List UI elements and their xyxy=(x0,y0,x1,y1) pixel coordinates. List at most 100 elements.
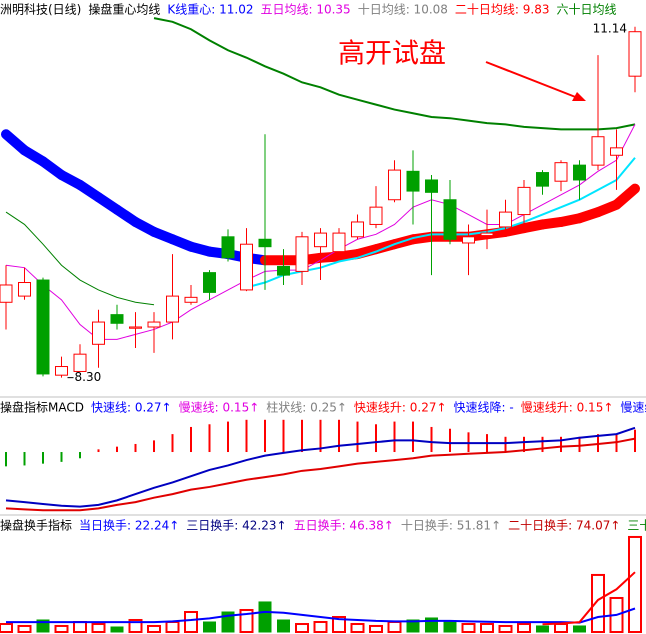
legend-entry: 十日换手: 51.81↑ xyxy=(401,519,501,533)
turnover-bar xyxy=(239,608,254,634)
turnover-bar xyxy=(628,535,642,633)
legend-entry: 慢速线 xyxy=(620,401,646,415)
legend-entry: 当日换手: 22.24↑ xyxy=(79,519,179,533)
candle-body xyxy=(55,366,68,376)
legend-entry: K线重心: 11.02 xyxy=(167,3,253,17)
candle-body xyxy=(277,265,290,276)
turnover-bar xyxy=(498,624,513,634)
candle-body xyxy=(517,186,531,216)
line-series xyxy=(6,607,636,624)
legend-entry: 慢速线升: 0.15↑ xyxy=(521,401,614,415)
turnover-bar xyxy=(203,621,216,633)
panel-subtitle: 操盘重心均线 xyxy=(88,2,160,17)
legend-entry: 快速线升: 0.27↑ xyxy=(354,401,447,415)
candle-body xyxy=(332,232,346,253)
turnover-bar xyxy=(573,625,586,633)
candle-body xyxy=(425,179,438,193)
legend-entry: 快速线: 0.27↑ xyxy=(91,401,172,415)
turnover-bar xyxy=(277,619,290,633)
candle-body xyxy=(240,243,253,291)
candle-body xyxy=(443,199,457,240)
candle-body xyxy=(166,295,179,323)
annotation: 高开试盘 xyxy=(338,39,446,70)
line-series xyxy=(153,17,636,131)
turnover-bar xyxy=(73,621,87,633)
candle-body xyxy=(499,211,512,228)
turnover-bar xyxy=(295,623,309,634)
turnover-bar xyxy=(387,621,402,633)
panel-title: 操盘换手指标 xyxy=(0,518,72,533)
candle-body xyxy=(203,272,216,293)
legend-entry: 二十日均线: 9.83 xyxy=(455,3,550,17)
candle-body xyxy=(406,170,420,192)
low-label: 8.30 xyxy=(75,370,102,384)
legend-entry: 三日换手: 42.23↑ xyxy=(186,519,286,533)
annotation-arrowhead xyxy=(572,92,586,101)
candle-body xyxy=(129,326,142,329)
turnover-bar xyxy=(184,611,198,634)
band-line xyxy=(611,183,640,210)
line-series xyxy=(5,426,636,508)
candle-body xyxy=(258,238,272,248)
turnover-bar xyxy=(0,623,13,634)
line-series xyxy=(246,157,636,289)
candle-body xyxy=(351,221,364,238)
turnover-bar xyxy=(369,624,383,634)
line-series xyxy=(5,437,636,512)
legend-entry: 柱状线: 0.25↑ xyxy=(266,400,347,415)
candle-body xyxy=(221,236,235,259)
candle-body xyxy=(295,236,309,272)
legend-entry: 三十 xyxy=(627,519,646,533)
candle-body xyxy=(388,169,401,201)
turnover-bar xyxy=(480,623,494,634)
candle-body xyxy=(92,321,105,345)
legend-entry: 六十日均线 xyxy=(557,3,617,17)
turnover-bar xyxy=(554,623,568,634)
candle-body xyxy=(147,321,161,328)
turnover-bar xyxy=(443,621,457,633)
legend-entry: 快速线降: - xyxy=(454,401,514,415)
line-series xyxy=(5,211,155,306)
turnover-bar xyxy=(350,623,365,634)
panel-title: 洲明科技(日线) xyxy=(0,3,81,17)
candle-body xyxy=(480,232,494,237)
high-label: 11.14 xyxy=(593,21,627,35)
panel-title: 操盘指标MACD xyxy=(0,400,84,415)
turnover-bar xyxy=(147,624,161,634)
candle-body xyxy=(573,164,586,181)
turnover-bar xyxy=(54,624,69,634)
turnover-bar xyxy=(128,618,143,633)
legend-entry: 五日均线: 10.35 xyxy=(260,3,350,17)
turnover-bar xyxy=(591,573,605,633)
turnover-bar xyxy=(461,623,476,634)
candle-body xyxy=(73,353,87,372)
turnover-bar xyxy=(110,626,124,633)
candle-body xyxy=(110,314,124,324)
candle-body xyxy=(554,162,568,182)
candle-body xyxy=(610,147,623,156)
turnover-bar xyxy=(165,621,180,633)
legend-entry: 十日均线: 10.08 xyxy=(358,3,448,17)
turnover-bar xyxy=(517,623,531,634)
legend-entry: 慢速线: 0.15↑ xyxy=(179,401,260,415)
candle-body xyxy=(314,232,327,248)
turnover-bar xyxy=(17,624,32,634)
turnover-bar xyxy=(536,625,549,633)
candle-body xyxy=(36,279,50,375)
turnover-bar xyxy=(258,601,272,633)
candle-body xyxy=(0,284,13,303)
candle-body xyxy=(591,136,605,166)
turnover-bar xyxy=(313,621,328,633)
legend-entry: 五日换手: 46.38↑ xyxy=(294,519,394,533)
candle-body xyxy=(536,172,549,187)
annotation-arrow xyxy=(485,61,579,99)
legend-entry: 二十日换手: 74.07↑ xyxy=(508,519,620,533)
turnover-bar xyxy=(91,623,106,634)
turnover-bar xyxy=(406,619,420,633)
candle-body xyxy=(462,236,475,244)
candle-body xyxy=(369,206,383,225)
turnover-bar xyxy=(332,616,346,634)
candle-body xyxy=(628,31,642,77)
candle-body xyxy=(18,282,31,297)
